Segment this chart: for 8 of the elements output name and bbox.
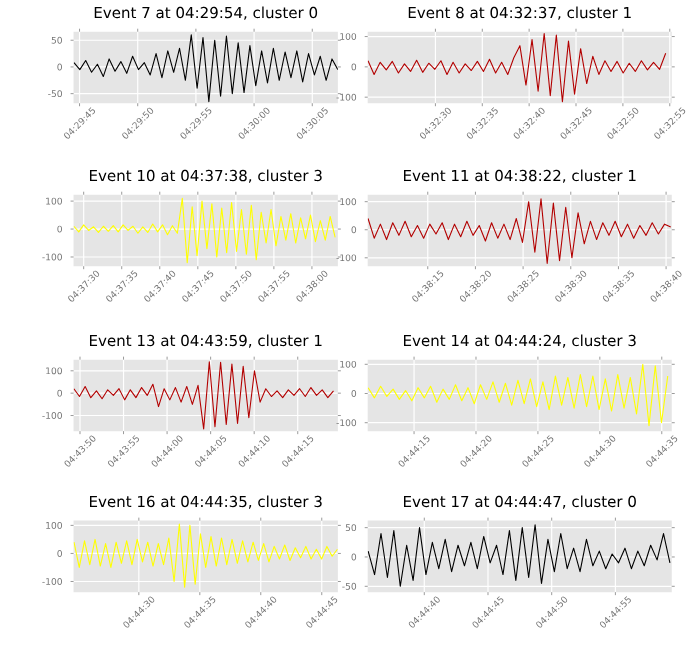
line-series xyxy=(73,361,335,430)
line-series xyxy=(367,363,669,427)
line-series xyxy=(367,33,667,103)
line-series xyxy=(73,197,336,264)
line-series xyxy=(73,34,338,103)
line-series xyxy=(73,523,338,588)
line-series xyxy=(367,198,672,265)
line-series xyxy=(367,524,671,587)
